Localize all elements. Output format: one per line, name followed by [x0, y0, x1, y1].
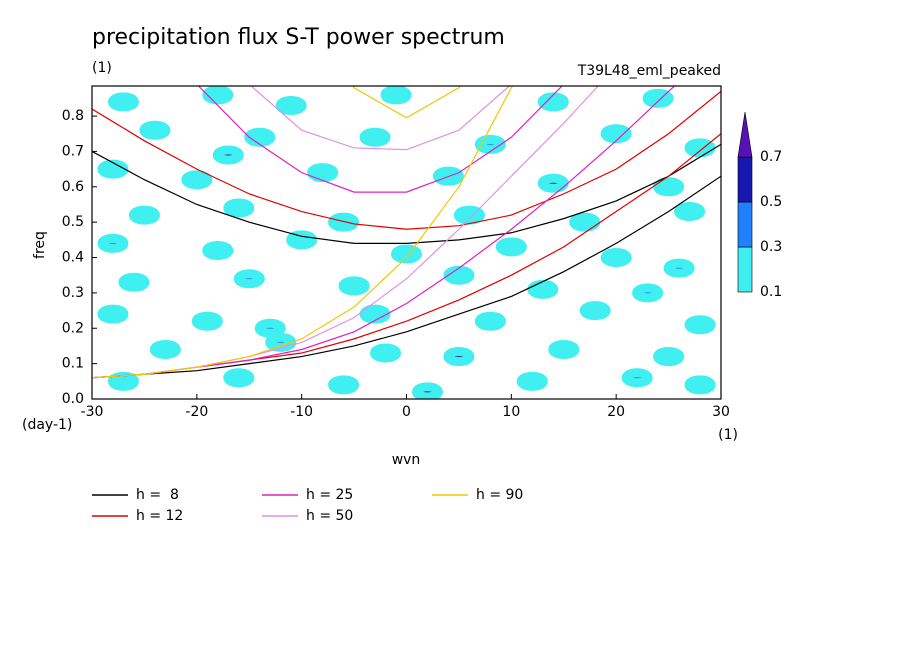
colorbar-box	[737, 156, 753, 203]
contour-patch	[328, 212, 360, 232]
y-axis-label: freq	[32, 231, 48, 259]
dispersion-curves	[92, 86, 721, 379]
y-unit: (day-1)	[22, 417, 72, 433]
legend-label: h = 12	[136, 508, 183, 524]
x-tick-label: 10	[502, 404, 520, 420]
contour-patch	[537, 92, 569, 112]
contour-patch	[118, 272, 150, 292]
contour-patch	[684, 375, 716, 395]
contour-patch	[233, 269, 265, 289]
colorbar-extension	[737, 111, 753, 158]
colorbar-label: 0.5	[760, 194, 782, 210]
dispersion-curve	[92, 143, 721, 244]
contour-patch	[359, 127, 391, 147]
contour-patch	[391, 244, 422, 264]
contour-patch	[653, 347, 685, 367]
contour-patch	[495, 237, 527, 257]
dispersion-curve	[92, 86, 513, 379]
contour-patch	[254, 318, 286, 338]
run-label: T39L48_eml_peaked	[577, 63, 721, 79]
y-tick-label: 0.8	[62, 108, 84, 124]
dispersion-curve	[197, 86, 563, 193]
contour-patch	[223, 198, 255, 218]
y-tick-label: 0.2	[62, 320, 84, 336]
colorbar-box	[737, 246, 753, 293]
contour-patch	[527, 279, 559, 299]
x-tick-label: 30	[712, 404, 730, 420]
contour-patch	[537, 173, 569, 193]
contour-patch	[338, 276, 370, 296]
x-tick-label: -30	[81, 404, 104, 420]
contour-patch	[548, 339, 580, 359]
dispersion-curve	[92, 175, 721, 379]
contour-patch	[663, 258, 695, 278]
contour-patch	[370, 343, 402, 363]
y-tick-label: 0.5	[62, 214, 84, 230]
contour-patch	[579, 301, 611, 321]
dispersion-curve	[92, 90, 721, 230]
contour-patch	[621, 368, 653, 388]
x-tick-label: -10	[290, 404, 313, 420]
contour-patch	[181, 170, 213, 190]
contour-patch	[474, 311, 506, 331]
contour-patch	[632, 283, 664, 303]
contour-patch	[674, 202, 706, 222]
contour-patch	[443, 265, 475, 285]
contour-patch	[244, 127, 276, 147]
contour-patch	[359, 304, 391, 324]
y-tick-label: 0.1	[62, 356, 84, 372]
dispersion-curve	[351, 86, 462, 119]
contour-patch	[516, 371, 548, 391]
colorbar-label: 0.1	[760, 284, 782, 300]
contour-patch	[202, 240, 234, 260]
contour-patch	[97, 304, 129, 324]
x-axis-label: wvn	[392, 452, 421, 468]
y-tick-label: 0.3	[62, 285, 84, 301]
y-tick-label: 0.6	[62, 179, 84, 195]
contour-patch	[97, 159, 129, 179]
contour-patch	[128, 205, 160, 225]
contour-patch	[328, 375, 360, 395]
x-tick-label: 20	[607, 404, 625, 420]
contour-patch	[569, 212, 601, 232]
contour-patch	[149, 339, 181, 359]
y-tick-label: 0.4	[62, 250, 84, 266]
contour-patch	[600, 248, 632, 268]
x-tick-label: 0	[402, 404, 411, 420]
colorbar-label: 0.3	[760, 239, 782, 255]
contour-patch	[411, 382, 443, 399]
contour-patch	[139, 120, 171, 140]
legend-label: h = 8	[136, 487, 179, 503]
contour-patch	[223, 368, 255, 388]
subtitle: (1)	[92, 60, 112, 76]
dispersion-curve	[250, 86, 511, 151]
chart-title: precipitation flux S-T power spectrum	[92, 25, 505, 50]
contour-patch	[275, 95, 307, 115]
colorbar-label: 0.7	[760, 149, 782, 165]
colorbar-box	[737, 201, 753, 248]
x-unit: (1)	[718, 427, 738, 443]
contour-patch	[443, 347, 475, 367]
legend-label: h = 50	[306, 508, 353, 524]
contour-patch	[653, 177, 685, 197]
contour-patch	[684, 315, 716, 335]
contour-patch	[307, 163, 339, 183]
contour-patch	[107, 92, 139, 112]
contour-patch	[97, 233, 129, 253]
y-tick-label: 0.0	[62, 391, 84, 407]
contour-patch	[191, 311, 223, 331]
contour-patch	[107, 371, 139, 391]
legend-label: h = 90	[476, 487, 523, 503]
contour-patch	[212, 145, 244, 165]
x-tick-label: -20	[185, 404, 208, 420]
contour-patch	[684, 138, 716, 158]
contour-patch	[380, 86, 412, 105]
y-tick-label: 0.7	[62, 143, 84, 159]
legend-label: h = 25	[306, 487, 353, 503]
